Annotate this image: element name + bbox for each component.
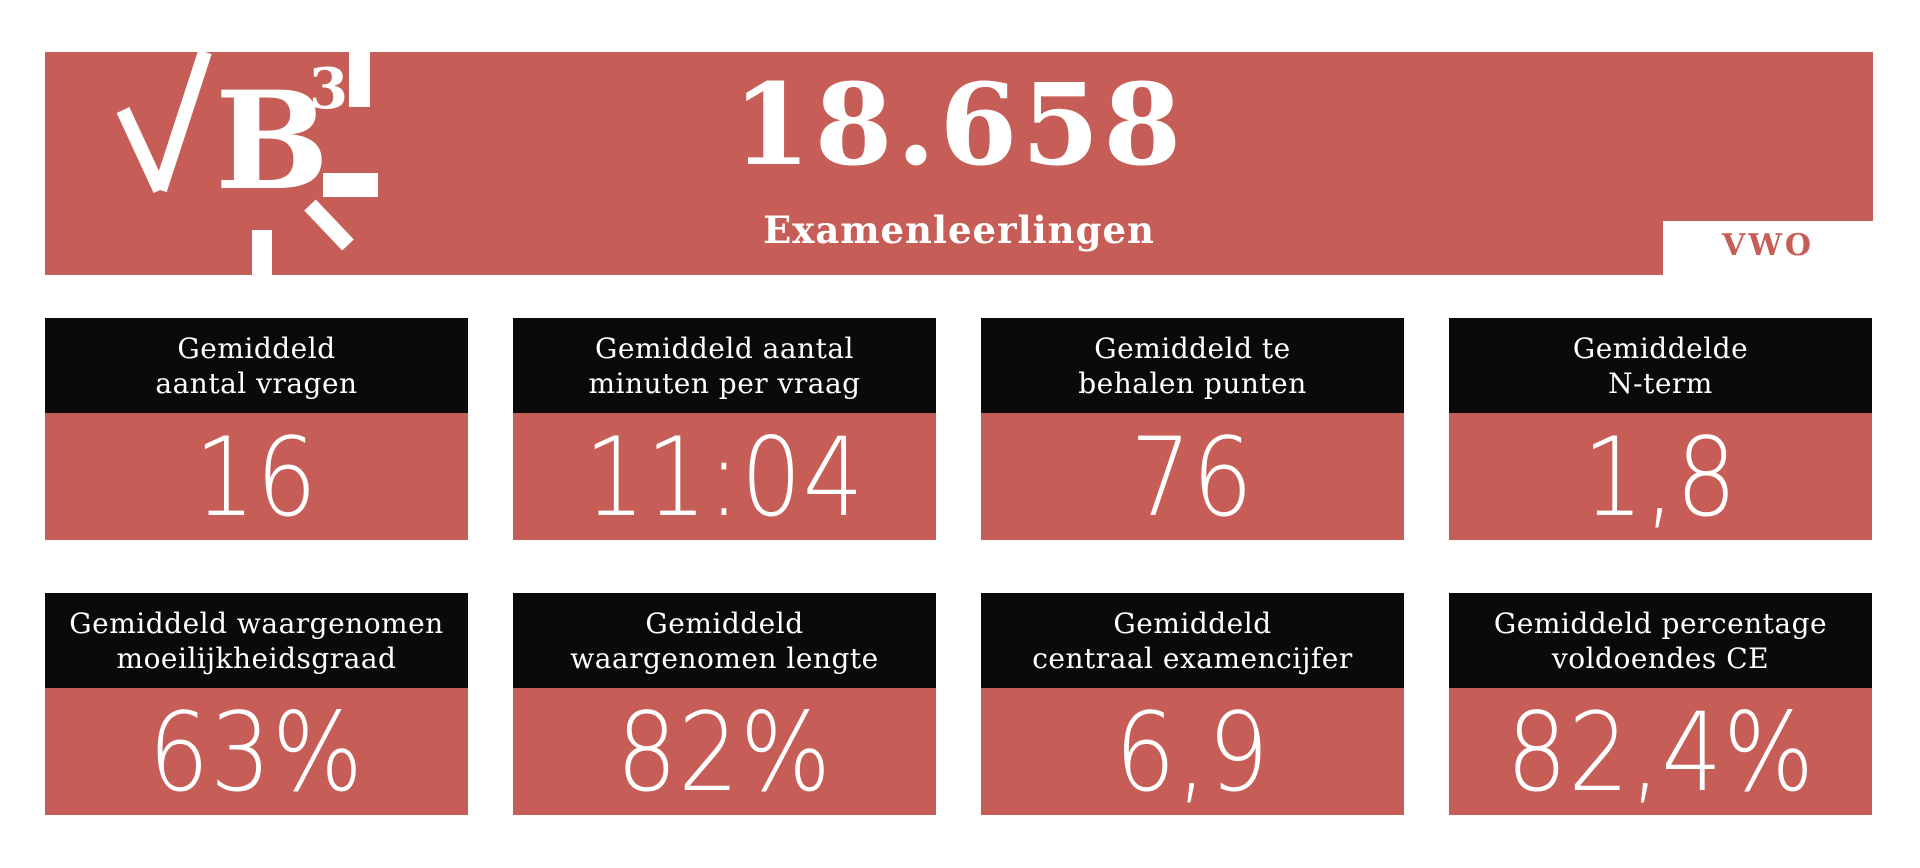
stat-value: 16 (194, 412, 319, 541)
stat-value: 1,8 (1583, 412, 1738, 541)
stat-card-value-area: 82,4% (1449, 688, 1872, 815)
stat-card-value-area: 1,8 (1449, 413, 1872, 540)
stat-card-label: Gemiddeld te behalen punten (981, 318, 1404, 413)
level-badge: VWO (1663, 221, 1873, 275)
stat-card-value-area: 11:04 (513, 413, 936, 540)
total-students-number: 18.658 (732, 60, 1186, 191)
sqrt-b3-logo: B 3 (116, 52, 378, 275)
level-badge-label: VWO (1721, 228, 1815, 263)
stat-value: 76 (1130, 412, 1255, 541)
stat-card-label: Gemiddeld centraal examencijfer (981, 593, 1404, 688)
logo-top-notch (349, 52, 370, 107)
stat-value: 63% (148, 687, 365, 816)
stat-card-examencijfer: Gemiddeld centraal examencijfer 6,9 (981, 593, 1404, 815)
logo-letter-b: B (215, 61, 329, 220)
stat-value: 82% (616, 687, 833, 816)
stat-card-value-area: 63% (45, 688, 468, 815)
stat-card-label: Gemiddeld waargenomen moeilijkheidsgraad (45, 593, 468, 688)
stat-value: 82,4% (1506, 687, 1815, 816)
stat-card-value-area: 76 (981, 413, 1404, 540)
stat-value: 11:04 (584, 412, 865, 541)
stat-card-label: Gemiddeld waargenomen lengte (513, 593, 936, 688)
stat-card-label: Gemiddeld aantal minuten per vraag (513, 318, 936, 413)
stat-card-aantal-vragen: Gemiddeld aantal vragen 16 (45, 318, 468, 540)
stat-card-label: Gemiddelde N-term (1449, 318, 1872, 413)
total-students-caption: Examenleerlingen (763, 208, 1155, 252)
logo-superscript-3: 3 (309, 56, 348, 122)
stat-value: 6,9 (1115, 687, 1270, 816)
stat-card-voldoendes-ce: Gemiddeld percentage voldoendes CE 82,4% (1449, 593, 1872, 815)
stat-card-n-term: Gemiddelde N-term 1,8 (1449, 318, 1872, 540)
stats-grid: Gemiddeld aantal vragen 16 Gemiddeld aan… (45, 318, 1872, 815)
stat-card-value-area: 16 (45, 413, 468, 540)
stat-card-moeilijkheidsgraad: Gemiddeld waargenomen moeilijkheidsgraad… (45, 593, 468, 815)
logo-dash (323, 173, 378, 197)
stat-card-value-area: 82% (513, 688, 936, 815)
header-banner: B 3 18.658 Examenleerlingen VWO (45, 52, 1873, 275)
stat-card-minuten-per-vraag: Gemiddeld aantal minuten per vraag 11:04 (513, 318, 936, 540)
stat-card-label: Gemiddeld aantal vragen (45, 318, 468, 413)
stat-card-value-area: 6,9 (981, 688, 1404, 815)
stat-card-label: Gemiddeld percentage voldoendes CE (1449, 593, 1872, 688)
stat-card-behalen-punten: Gemiddeld te behalen punten 76 (981, 318, 1404, 540)
stat-card-waargenomen-lengte: Gemiddeld waargenomen lengte 82% (513, 593, 936, 815)
